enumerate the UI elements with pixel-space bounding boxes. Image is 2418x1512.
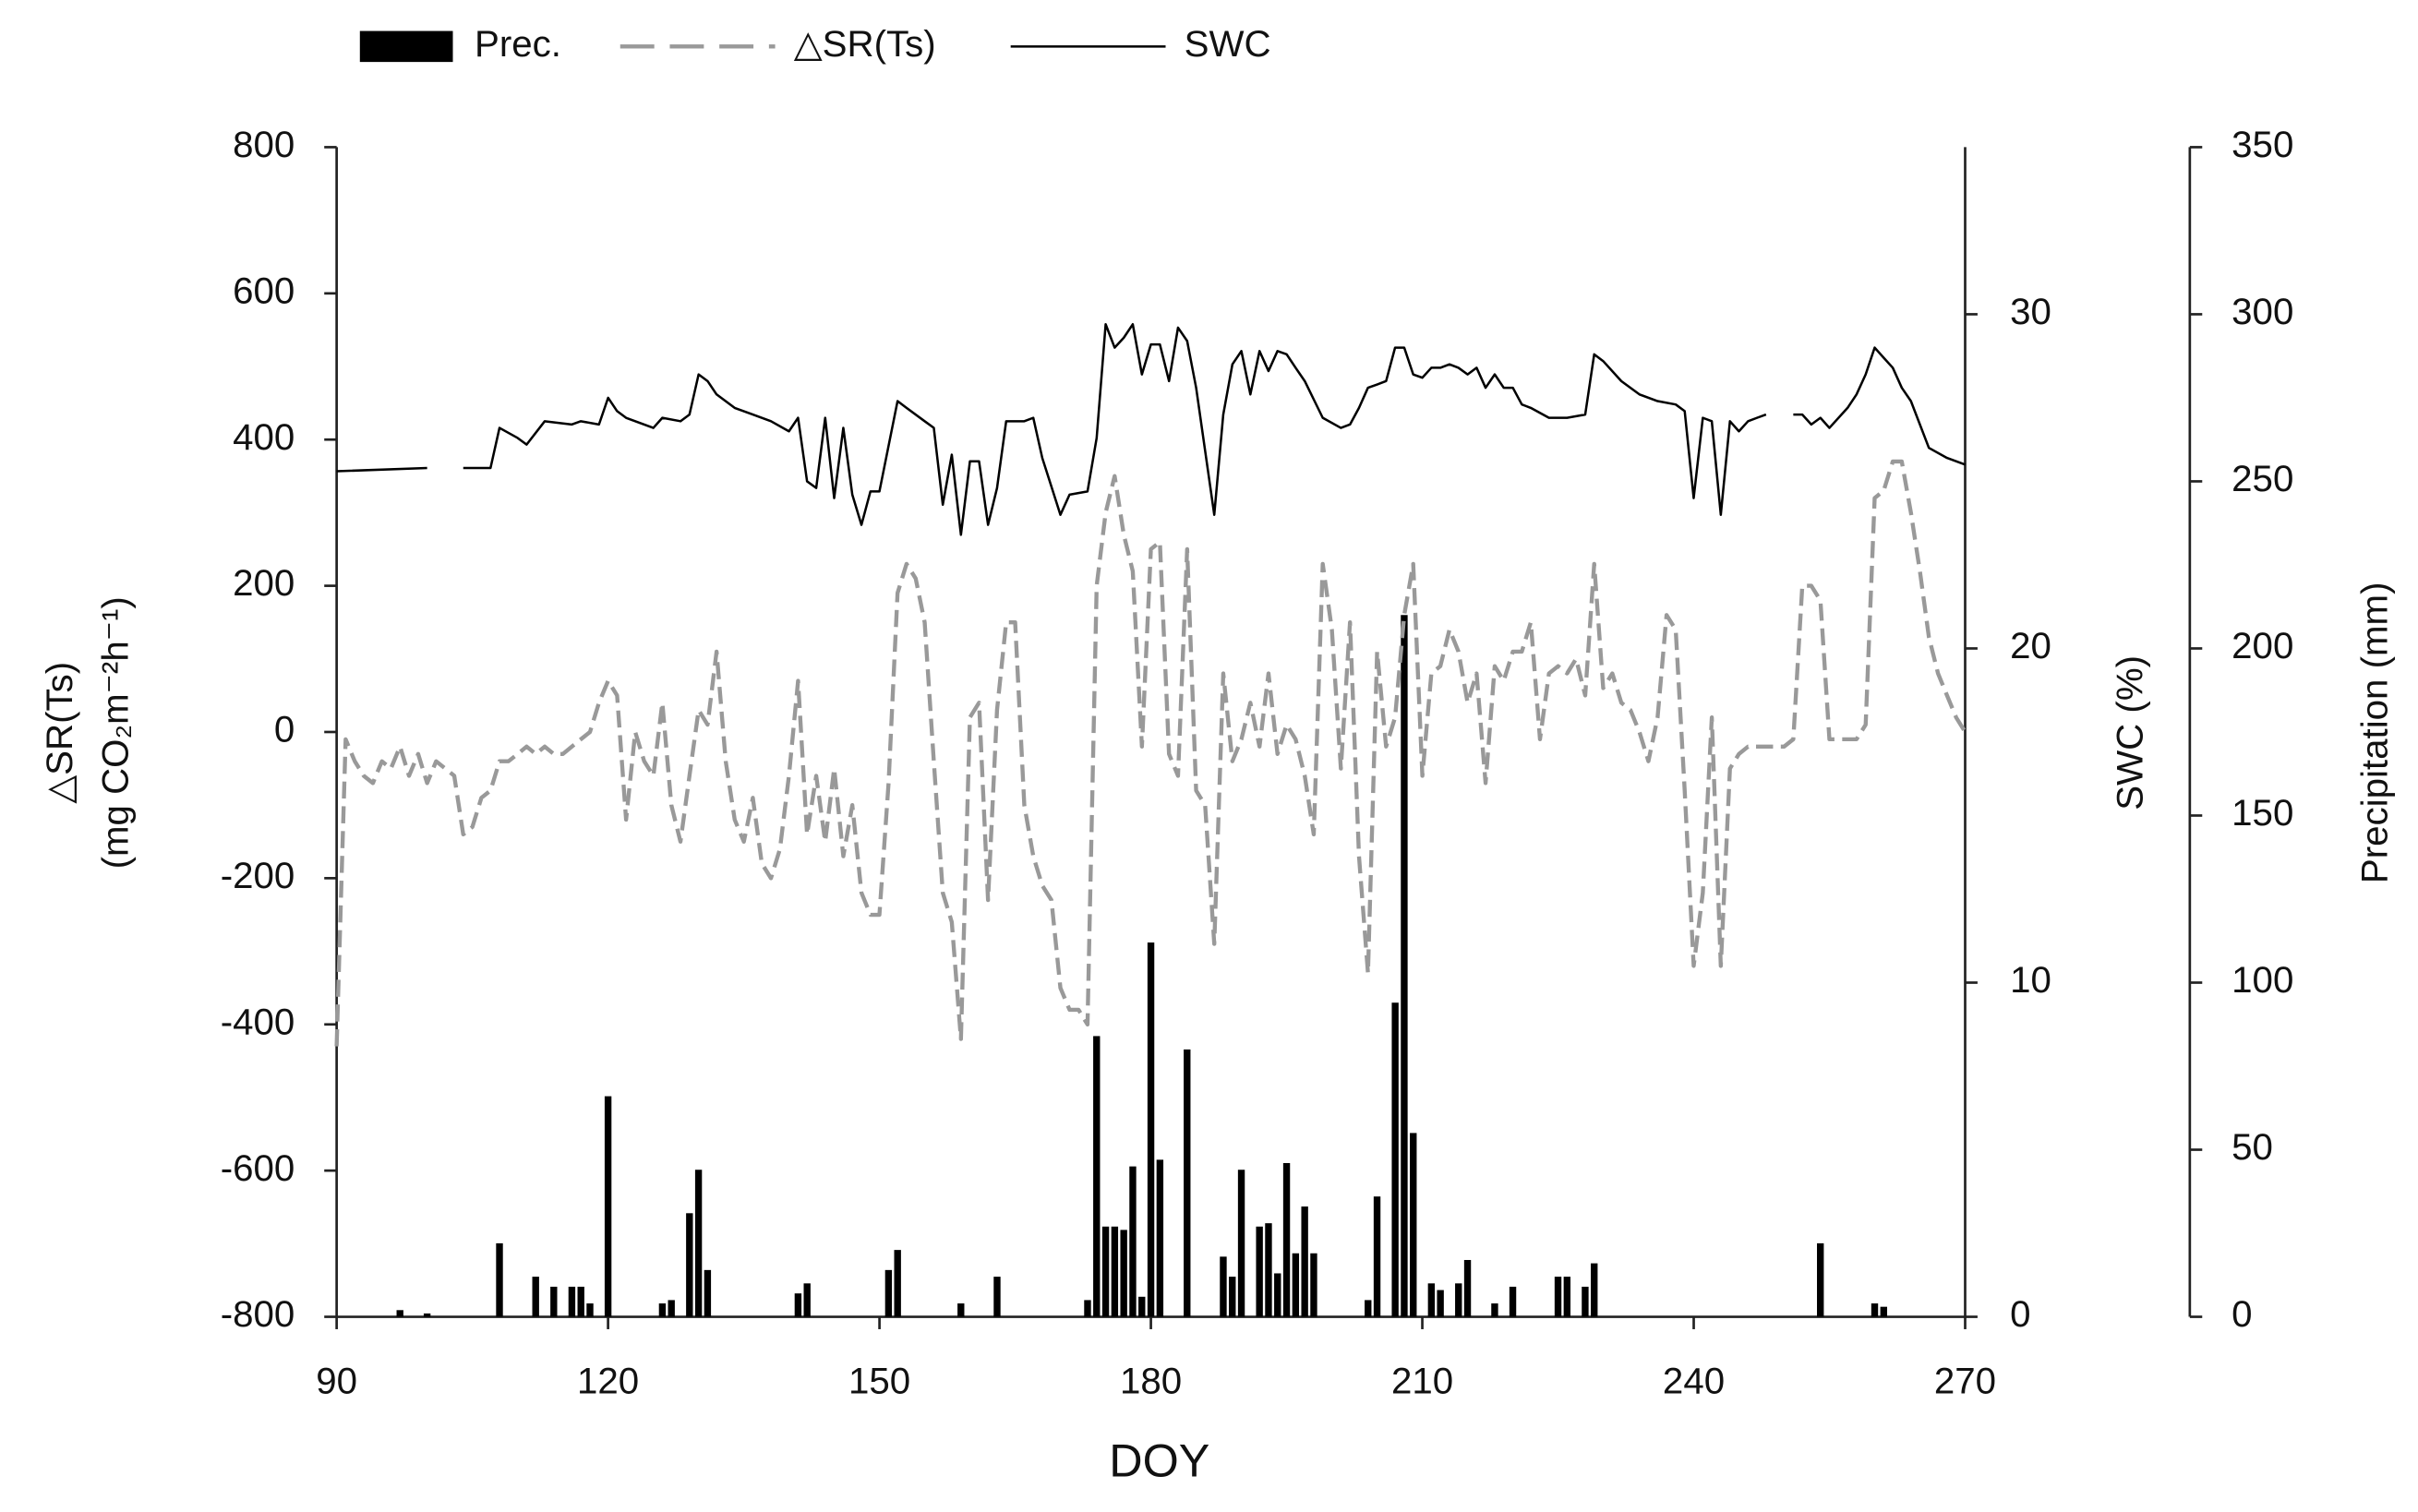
- bar: [1410, 1133, 1417, 1317]
- bar: [1509, 1286, 1517, 1317]
- bar: [1455, 1283, 1462, 1317]
- y-axis-label: (mg CO₂m⁻²h⁻¹): [95, 596, 137, 869]
- bar: [1491, 1303, 1498, 1317]
- y3-tick-label: 350: [2232, 124, 2293, 165]
- y-tick-label: -800: [221, 1293, 295, 1335]
- bar: [1111, 1226, 1119, 1317]
- y2-tick-label: 20: [2010, 625, 2051, 666]
- y-tick-label: 400: [233, 416, 295, 458]
- y2-tick-label: 30: [2010, 291, 2051, 332]
- bar: [658, 1303, 667, 1317]
- bar: [1871, 1303, 1879, 1317]
- line: [336, 323, 1966, 536]
- bar: [532, 1277, 539, 1317]
- bar: [1292, 1253, 1300, 1317]
- bar: [1373, 1196, 1381, 1317]
- bar: [694, 1170, 703, 1317]
- bar: [1229, 1277, 1236, 1317]
- x-tick-label: 240: [1663, 1360, 1725, 1401]
- bar: [1101, 1226, 1110, 1317]
- bar: [1084, 1300, 1091, 1317]
- bar: [894, 1250, 901, 1317]
- y-axis-label: △SR(Ts): [39, 662, 80, 804]
- y3-tick-label: 100: [2232, 959, 2293, 1001]
- bar: [803, 1283, 811, 1317]
- bar: [586, 1303, 594, 1317]
- y3-tick-label: 150: [2232, 792, 2293, 834]
- bar: [1365, 1300, 1372, 1317]
- y2-axis-label: SWC (%): [2109, 655, 2150, 810]
- bar: [568, 1286, 576, 1317]
- y-tick-label: 800: [233, 124, 295, 165]
- x-tick-label: 90: [316, 1360, 357, 1401]
- y2-tick-label: 0: [2010, 1293, 2030, 1335]
- bar: [1237, 1170, 1245, 1317]
- y3-tick-label: 200: [2232, 625, 2293, 666]
- bar: [1301, 1206, 1308, 1317]
- bar: [704, 1269, 712, 1317]
- bar: [1156, 1159, 1164, 1317]
- bar: [1220, 1256, 1227, 1317]
- line: [334, 459, 1967, 1047]
- y3-tick-label: 250: [2232, 458, 2293, 499]
- bar: [1256, 1226, 1263, 1317]
- y2-tick-label: 10: [2010, 959, 2051, 1001]
- bar: [1120, 1230, 1127, 1317]
- bar: [1401, 615, 1408, 1317]
- legend-swatch: [359, 30, 453, 63]
- bar: [1437, 1290, 1444, 1317]
- legend-label: △SR(Ts): [794, 23, 936, 65]
- bar: [1817, 1242, 1824, 1317]
- bar: [1265, 1223, 1272, 1317]
- x-tick-label: 180: [1120, 1360, 1182, 1401]
- bar: [794, 1293, 802, 1317]
- bar: [1582, 1286, 1589, 1317]
- y3-tick-label: 300: [2232, 291, 2293, 332]
- bar: [1880, 1306, 1887, 1317]
- bar: [423, 1313, 431, 1317]
- bar: [1147, 942, 1155, 1317]
- x-tick-label: 270: [1934, 1360, 1996, 1401]
- x-tick-label: 210: [1391, 1360, 1453, 1401]
- bar: [577, 1286, 584, 1317]
- bar: [604, 1096, 612, 1317]
- bar: [396, 1310, 403, 1317]
- legend-label: Prec.: [475, 23, 561, 65]
- y-tick-label: -600: [221, 1147, 295, 1189]
- bar: [668, 1300, 675, 1317]
- bar: [1554, 1277, 1562, 1317]
- bar: [993, 1277, 1001, 1317]
- x-tick-label: 150: [848, 1360, 910, 1401]
- bar: [496, 1242, 503, 1317]
- x-axis-label: DOY: [1109, 1434, 1209, 1486]
- y-tick-label: -200: [221, 855, 295, 896]
- y-tick-label: 200: [233, 562, 295, 604]
- y-tick-label: -400: [221, 1001, 295, 1042]
- x-tick-label: 120: [577, 1360, 639, 1401]
- bar: [1093, 1036, 1101, 1317]
- bar: [1274, 1273, 1281, 1317]
- bar: [884, 1269, 893, 1317]
- y-tick-label: 0: [274, 709, 295, 750]
- bar: [1427, 1283, 1436, 1317]
- y3-tick-label: 50: [2232, 1126, 2273, 1168]
- bar: [1563, 1277, 1571, 1317]
- bar: [1282, 1163, 1291, 1317]
- bar: [1391, 1002, 1399, 1317]
- bar: [1129, 1166, 1137, 1317]
- bar: [1310, 1253, 1317, 1317]
- bar: [686, 1213, 693, 1317]
- legend-label: SWC: [1185, 23, 1271, 65]
- bar: [550, 1286, 558, 1317]
- bar: [1184, 1049, 1191, 1317]
- bar: [1138, 1296, 1146, 1317]
- bar: [957, 1303, 965, 1317]
- bar: [1591, 1263, 1598, 1317]
- y-tick-label: 600: [233, 270, 295, 311]
- bar: [1463, 1259, 1472, 1317]
- y3-axis-label: Precipitation (mm): [2354, 582, 2396, 883]
- y3-tick-label: 0: [2232, 1293, 2252, 1335]
